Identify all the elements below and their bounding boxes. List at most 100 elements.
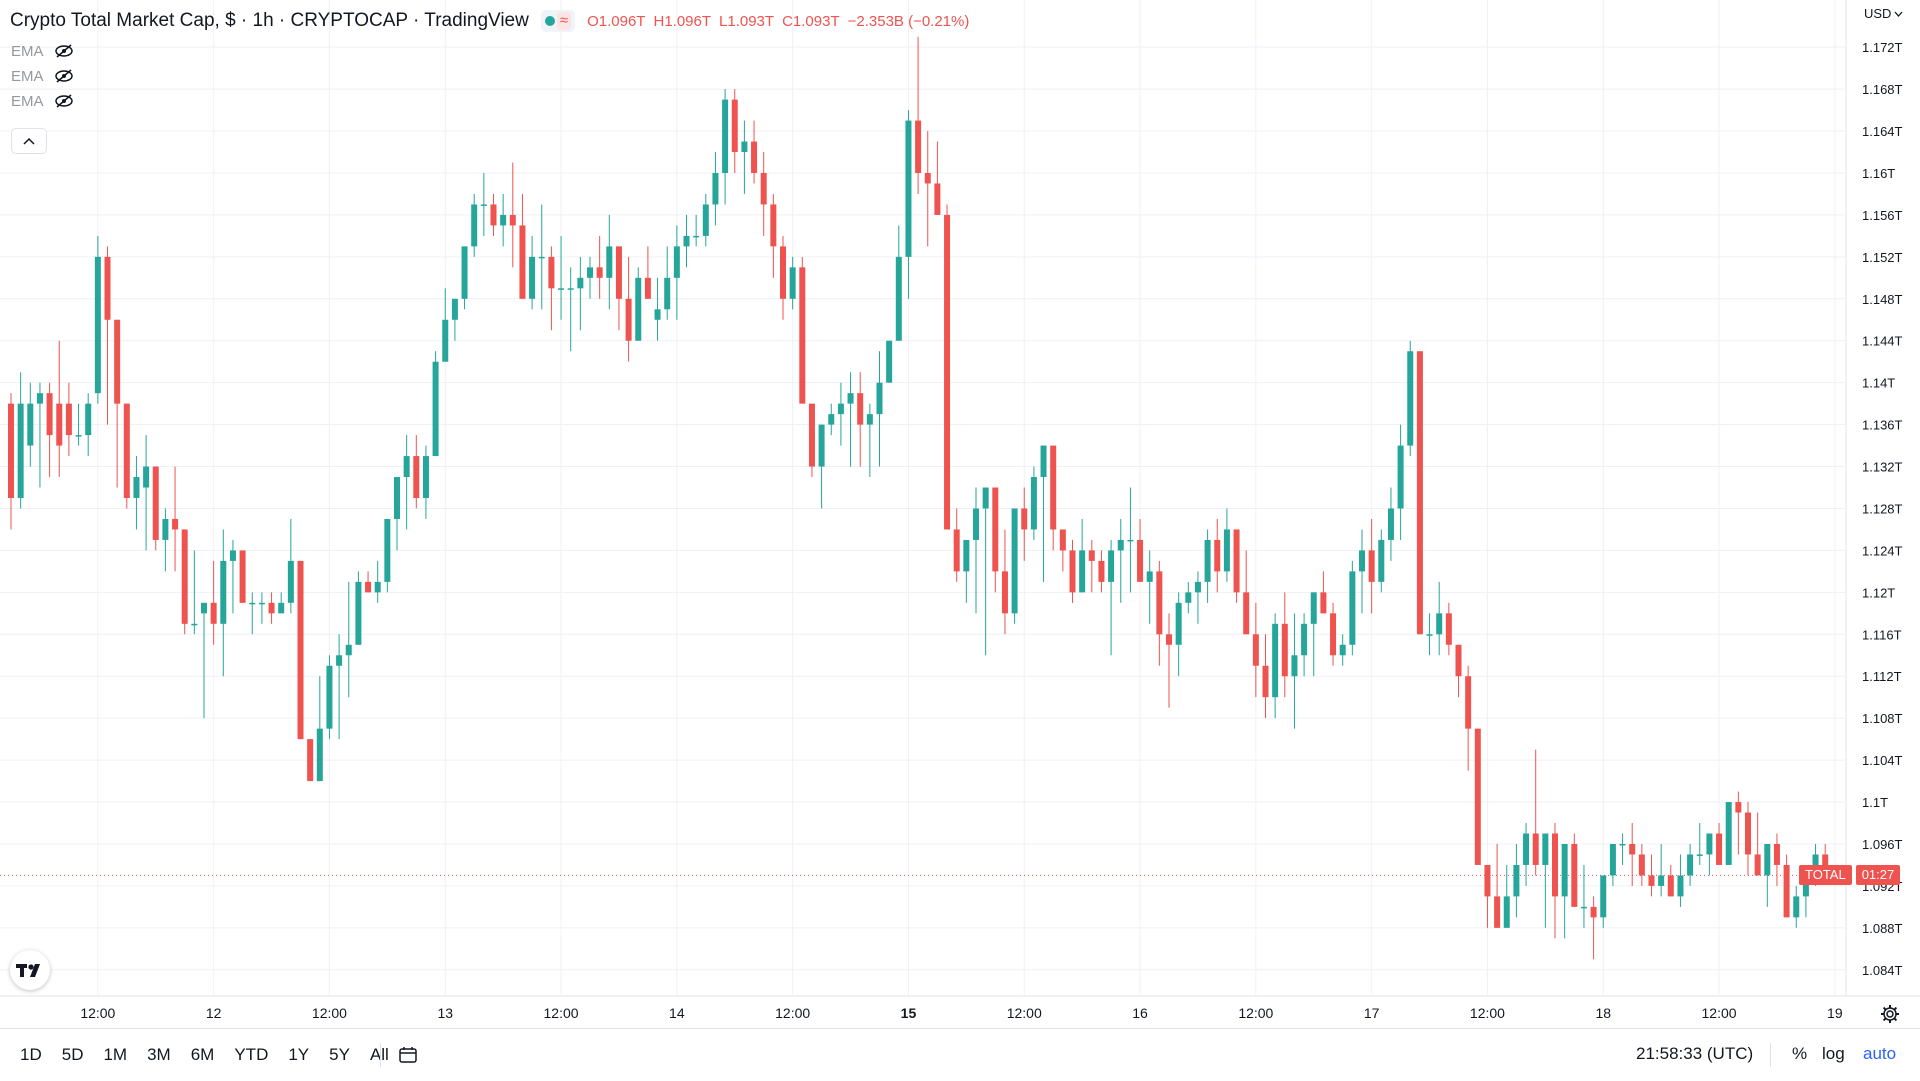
range-button-ytd[interactable]: YTD [234,1045,269,1064]
candle-body [615,246,622,299]
candle [1677,854,1684,907]
currency-selector[interactable]: USD [1864,6,1903,21]
candle-body [1407,351,1414,446]
candle-body [1098,560,1105,582]
candle [799,256,806,404]
toolbar-divider [380,1043,381,1067]
candle-body [1079,550,1086,593]
candle-body [1474,728,1481,865]
candle-body [635,277,642,341]
candle [944,204,951,530]
log-scale-button[interactable]: log [1822,1044,1845,1063]
candle-body [644,277,651,299]
candle [1754,812,1761,876]
candle-body [1658,875,1665,886]
last-price-label: TOTAL 01:27 [1799,865,1901,886]
candle [1137,518,1144,582]
candle [1166,613,1172,708]
price-axis[interactable]: 1.084T1.088T1.092T1.096T1.1T1.104T1.108T… [1862,40,1903,978]
candle [1339,634,1346,666]
candle [1368,518,1375,614]
auto-scale-button[interactable]: auto [1863,1044,1897,1063]
candle [1609,843,1616,886]
hidden-eye-icon[interactable] [54,93,74,109]
candle [587,256,593,299]
candle [1503,864,1510,928]
candle [876,351,883,467]
utc-clock[interactable]: 21:58:33 (UTC) [1636,1044,1754,1063]
time-axis[interactable]: 12:00 12 12:00 13 12:00 14 12:00 15 12:00 16 12:00… [80,1005,1843,1021]
range-button-1m[interactable]: 1M [103,1045,128,1064]
range-button-6m[interactable]: 6M [190,1045,215,1064]
candle-body [490,204,497,226]
candle-body [857,393,864,425]
candle [287,518,294,614]
indicator-ema-1[interactable]: EMA [11,40,74,62]
candle [1513,843,1520,918]
candle-body [905,120,912,257]
price-chart[interactable]: 1.084T1.088T1.092T1.096T1.1T1.104T1.108T… [0,0,1920,1028]
candle [1658,843,1665,897]
hidden-eye-icon[interactable] [54,43,74,59]
candle [1667,864,1674,897]
percent-scale-button[interactable]: % [1792,1044,1808,1063]
symbol-title[interactable]: Crypto Total Market Cap, $ · 1h · CRYPTO… [10,10,529,31]
range-button-5y[interactable]: 5Y [329,1045,350,1064]
candle [1310,592,1317,677]
candle-body [1802,875,1809,897]
candle [181,529,188,635]
candle [56,340,63,478]
candle-body [866,414,873,425]
candle-body [1725,802,1732,865]
market-status-badge[interactable]: ≈ [540,10,576,32]
candle-body [1629,843,1636,855]
candle [760,152,767,236]
candle [664,246,671,320]
candle [1445,602,1452,656]
candle-body [75,435,82,437]
range-button-3m[interactable]: 3M [147,1045,171,1064]
indicator-ema-2[interactable]: EMA [11,65,74,87]
candle [924,131,931,247]
candle [837,382,844,446]
candle [162,508,169,572]
candle-body [818,424,825,467]
candle [1783,854,1790,918]
candle [1455,644,1462,698]
hidden-eye-icon[interactable] [54,68,74,84]
candle [615,246,622,331]
candle [442,288,449,362]
range-button-all[interactable]: All [360,1043,399,1067]
candle-body [1011,508,1018,614]
tradingview-logo[interactable] [10,950,50,990]
indicator-ema-3[interactable]: EMA [11,90,74,112]
candle-body [1223,529,1230,572]
candle-body [1735,802,1742,813]
candle-body [1156,571,1163,635]
candle [1233,529,1240,603]
candle-body [1745,812,1751,855]
change-value: −2.353B (−0.21%) [847,12,970,30]
candle [1204,529,1211,603]
candle-body [625,298,632,341]
candle-body [152,466,159,540]
candle [1725,802,1732,865]
candle-body [355,581,362,645]
candle-body [422,456,429,498]
candle [114,319,121,488]
chart-settings-button[interactable] [1876,1000,1904,1028]
range-button-1y[interactable]: 1Y [288,1045,310,1064]
candle [461,246,468,310]
candle [1185,581,1192,614]
candle-body [1580,906,1587,909]
range-button-1d[interactable]: 1D [20,1045,42,1064]
indicator-label: EMA [11,42,44,60]
candle-body [1069,550,1076,593]
collapse-legend-button[interactable] [11,128,47,154]
candle [326,655,333,740]
candle-body [1166,634,1172,645]
candle-body [731,99,738,153]
range-button-5d[interactable]: 5D [61,1045,84,1064]
go-to-date-button[interactable] [396,1043,422,1067]
calendar-arrow-icon [399,1047,417,1063]
